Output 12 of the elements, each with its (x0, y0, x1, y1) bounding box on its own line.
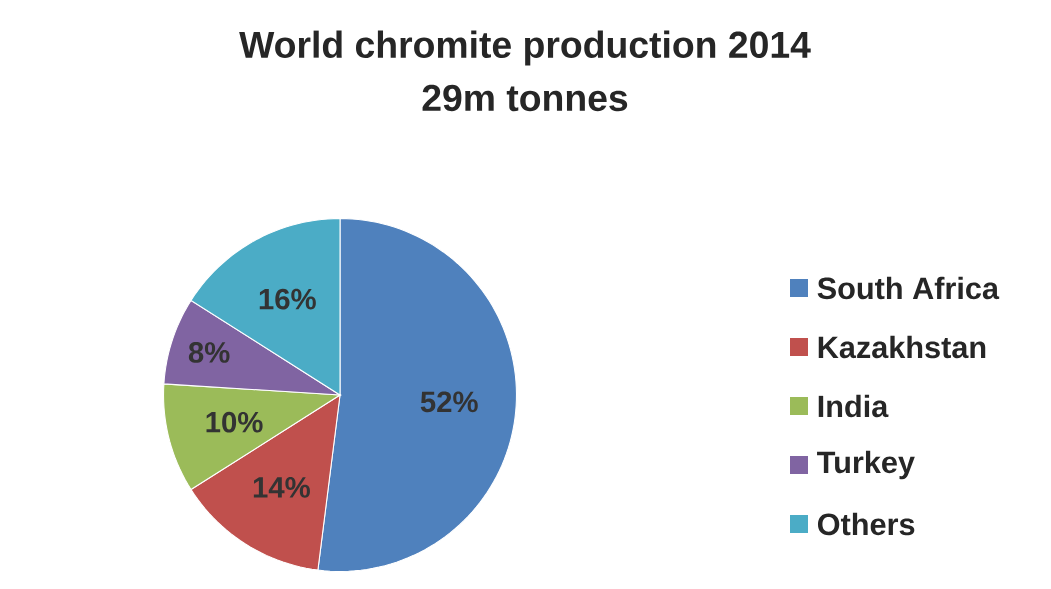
legend-label: Others (817, 512, 915, 536)
legend-label: South Africa (817, 276, 1000, 300)
legend-label: India (818, 394, 889, 418)
data-label: 16% (259, 288, 316, 310)
data-label: 14% (253, 477, 310, 498)
chart-title: World chromite production 2014 (239, 30, 811, 66)
data-label: 8% (188, 342, 230, 363)
data-label: 52% (420, 391, 478, 413)
data-label: 10% (206, 411, 263, 433)
legend-label: Turkey (817, 450, 915, 480)
legend-label: Kazakhstan (818, 335, 986, 359)
chart-subtitle: 29m tonnes (422, 84, 628, 112)
